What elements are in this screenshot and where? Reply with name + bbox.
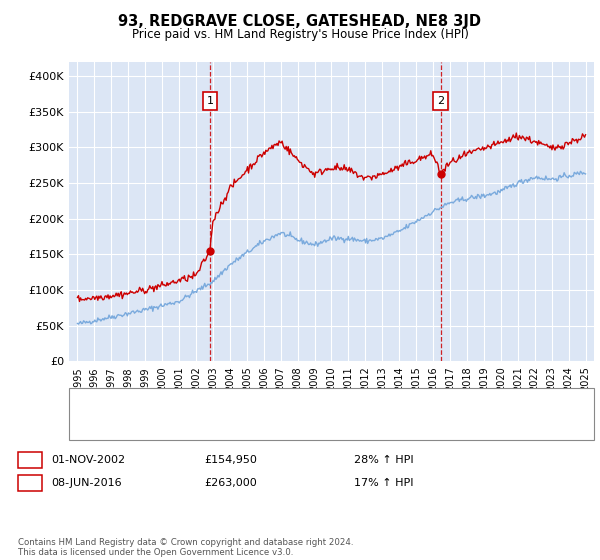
Text: 93, REDGRAVE CLOSE, GATESHEAD, NE8 3JD (detached house): 93, REDGRAVE CLOSE, GATESHEAD, NE8 3JD (… (114, 397, 441, 407)
Text: 17% ↑ HPI: 17% ↑ HPI (354, 478, 413, 488)
Text: 1: 1 (26, 455, 34, 465)
Text: 08-JUN-2016: 08-JUN-2016 (51, 478, 122, 488)
Text: 1: 1 (206, 96, 214, 106)
Text: Price paid vs. HM Land Registry's House Price Index (HPI): Price paid vs. HM Land Registry's House … (131, 28, 469, 41)
Text: 01-NOV-2002: 01-NOV-2002 (51, 455, 125, 465)
Text: 93, REDGRAVE CLOSE, GATESHEAD, NE8 3JD: 93, REDGRAVE CLOSE, GATESHEAD, NE8 3JD (119, 14, 482, 29)
Text: 2: 2 (26, 478, 34, 488)
Text: £263,000: £263,000 (204, 478, 257, 488)
Text: 28% ↑ HPI: 28% ↑ HPI (354, 455, 413, 465)
Text: 2: 2 (437, 96, 444, 106)
Text: HPI: Average price, detached house, Gateshead: HPI: Average price, detached house, Gate… (114, 421, 364, 431)
Text: Contains HM Land Registry data © Crown copyright and database right 2024.
This d: Contains HM Land Registry data © Crown c… (18, 538, 353, 557)
Text: £154,950: £154,950 (204, 455, 257, 465)
